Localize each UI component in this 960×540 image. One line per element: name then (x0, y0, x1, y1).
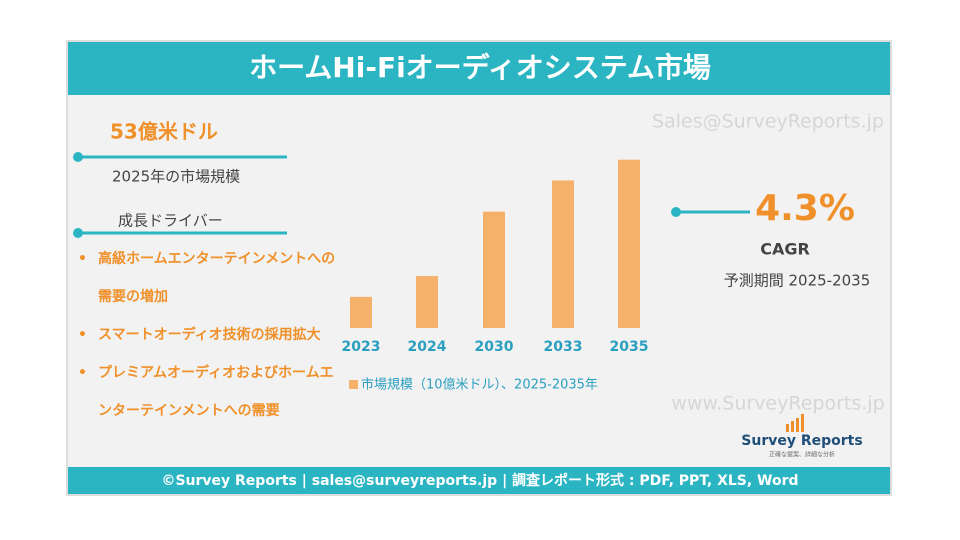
x-tick-label: 2033 (544, 339, 583, 355)
market-value: 53億米ドル (110, 120, 218, 144)
watermark: www.SurveyReports.jp (671, 393, 884, 415)
header-bar (68, 42, 890, 95)
watermark: Sales@SurveyReports.jp (652, 111, 884, 133)
logo-icon (786, 414, 804, 432)
footer: ©Survey Reports | sales@surveyreports.jp… (161, 472, 798, 489)
drivers-list: 高級ホームエンターテインメントへの需要の増加スマートオーディオ技術の採用拡大プレ… (78, 240, 343, 430)
bar (483, 211, 505, 328)
divider-dot (73, 228, 83, 238)
bar (618, 159, 640, 328)
driver: 高級ホームエンターテインメントへの需要の増加 (78, 240, 343, 316)
divider-dot (73, 152, 83, 162)
footer-bar (68, 467, 890, 494)
logo-name: Survey Reports (741, 433, 862, 449)
logo-tagline: 正確な提案、詳細な分析 (769, 451, 835, 459)
cagr-label: CAGR (760, 240, 810, 259)
x-tick-label: 2023 (342, 339, 381, 355)
divider-dot (671, 207, 681, 217)
legend-label: 市場規模（10億米ドル）、2025-2035年 (361, 377, 598, 393)
market-value-label: 2025年の市場規模 (112, 168, 240, 186)
cagr-value: 4.3% (755, 188, 855, 229)
driver: プレミアムオーディオおよびホームエンターテインメントへの需要 (78, 354, 343, 430)
x-tick-label: 2024 (408, 339, 447, 355)
drivers-title: 成長ドライバー (118, 212, 223, 230)
bar (350, 296, 372, 328)
legend-swatch (349, 380, 358, 389)
driver: スマートオーディオ技術の採用拡大 (78, 316, 343, 354)
bar (416, 276, 438, 328)
period: 予測期間 2025-2035 (724, 272, 871, 290)
x-tick-label: 2035 (610, 339, 649, 355)
title: ホームHi-Fiオーディオシステム市場 (249, 51, 711, 84)
bar (552, 180, 574, 328)
x-tick-label: 2030 (475, 339, 514, 355)
